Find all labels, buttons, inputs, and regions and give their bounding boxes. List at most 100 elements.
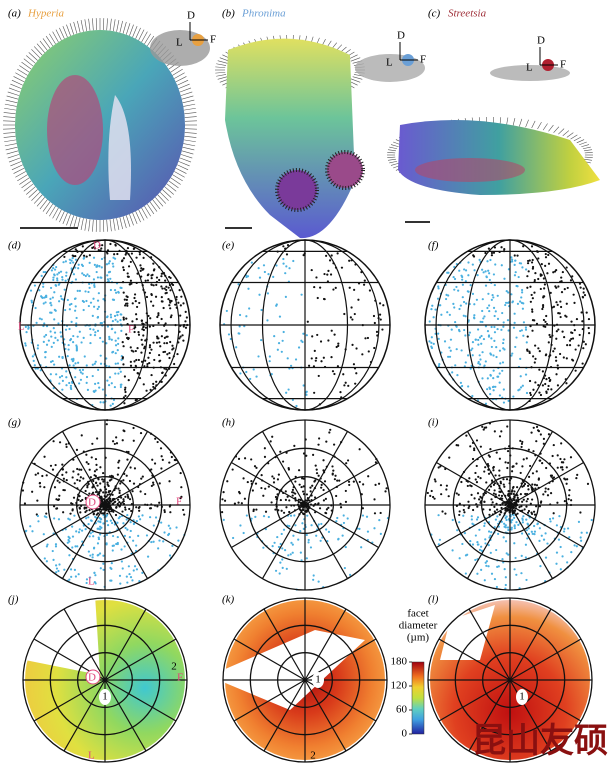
facet-point [116, 253, 118, 255]
facet-point [38, 289, 40, 291]
facet-point [128, 565, 130, 567]
facet-point [272, 276, 274, 278]
facet-point [351, 318, 353, 320]
facet-point [542, 493, 544, 495]
facet-point [285, 296, 287, 298]
facet-point [114, 289, 116, 291]
facet-axis [387, 152, 395, 153]
facet-point [300, 340, 302, 342]
facet-point [503, 248, 505, 250]
facet-point [75, 344, 77, 346]
facet-point [135, 257, 137, 259]
facet-point [477, 344, 479, 346]
facet-point [115, 514, 117, 516]
dir-label: F [128, 324, 134, 336]
facet-point [83, 337, 85, 339]
facet-point [149, 344, 151, 346]
facet-point [494, 489, 496, 491]
facet-point [101, 244, 103, 246]
facet-point [538, 540, 540, 542]
facet-point [485, 426, 487, 428]
facet-point [431, 336, 433, 338]
facet-point [526, 341, 528, 343]
facet-point [314, 350, 316, 352]
facet-point [268, 486, 270, 488]
facet-point [117, 311, 119, 313]
facet-point [542, 370, 544, 372]
facet-point [448, 495, 450, 497]
facet-point [437, 514, 439, 516]
facet-point [54, 486, 56, 488]
facet-point [342, 534, 344, 536]
facet-point [549, 518, 551, 520]
facet-point [550, 492, 552, 494]
facet-point [329, 259, 331, 261]
facet-point [24, 502, 26, 504]
facet-point [74, 297, 76, 299]
facet-point [559, 458, 561, 460]
facet-point [312, 454, 314, 456]
facet-point [65, 275, 67, 277]
facet-point [343, 522, 345, 524]
polar-spoke [31, 505, 105, 548]
facet-point [534, 361, 536, 363]
facet-point [519, 440, 521, 442]
facet-point [130, 361, 132, 363]
facet-point [130, 521, 132, 523]
facet-axis [136, 28, 141, 39]
facet-point [131, 320, 133, 322]
facet-point [463, 268, 465, 270]
facet-point [316, 469, 318, 471]
facet-point [121, 510, 123, 512]
facet-point [477, 544, 479, 546]
facet-axis [4, 136, 16, 137]
facet-point [454, 364, 456, 366]
facet-axis [129, 214, 133, 225]
facet-point [527, 523, 529, 525]
facet-point [109, 260, 111, 262]
colorbar-title: facet [407, 608, 428, 620]
facet-point [446, 272, 448, 274]
facet-point [534, 272, 536, 274]
facet-point [487, 330, 489, 332]
facet-point [499, 382, 501, 384]
facet-point [168, 525, 170, 527]
facet-point [542, 306, 544, 308]
facet-point [469, 540, 471, 542]
facet-point [95, 361, 97, 363]
facet-point [528, 510, 530, 512]
facet-point [348, 260, 350, 262]
facet-point [237, 502, 239, 504]
facet-point [510, 293, 512, 295]
facet-point [106, 274, 108, 276]
facet-point [147, 357, 149, 359]
facet-point [115, 292, 117, 294]
facet-point [86, 461, 88, 463]
facet-point [500, 329, 502, 331]
facet-point [531, 311, 533, 313]
facet-point [345, 501, 347, 503]
facet-point [570, 331, 572, 333]
facet-point [532, 355, 534, 357]
facet-point [74, 482, 76, 484]
facet-point [117, 321, 119, 323]
facet-point [105, 515, 107, 517]
facet-point [58, 563, 60, 565]
facet-point [380, 512, 382, 514]
facet-point [106, 380, 108, 382]
region-mark: 2 [171, 661, 177, 673]
facet-point [491, 573, 493, 575]
facet-point [133, 297, 135, 299]
facet-point [293, 445, 295, 447]
facet-point [464, 532, 466, 534]
facet-point [490, 337, 492, 339]
facet-point [127, 247, 129, 249]
facet-point [78, 469, 80, 471]
facet-point [126, 581, 128, 583]
facet-point [525, 329, 527, 331]
facet-point [514, 254, 516, 256]
facet-point [538, 392, 540, 394]
facet-point [543, 295, 545, 297]
facet-point [324, 480, 326, 482]
facet-point [249, 378, 251, 380]
